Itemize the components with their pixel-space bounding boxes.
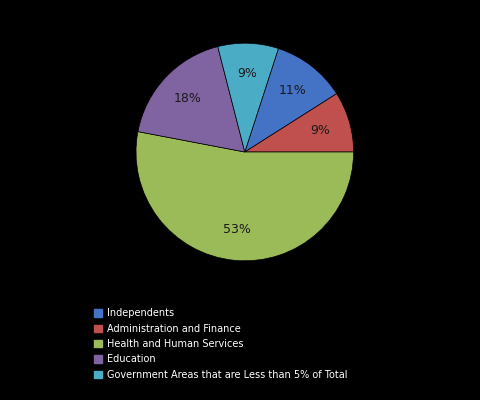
Text: 9%: 9% [237,67,257,80]
Wedge shape [136,132,354,261]
Text: 53%: 53% [224,224,252,236]
Text: 9%: 9% [310,124,330,137]
Text: 11%: 11% [279,84,307,97]
Legend: Independents, Administration and Finance, Health and Human Services, Education, : Independents, Administration and Finance… [91,305,350,383]
Wedge shape [245,94,354,152]
Wedge shape [138,47,245,152]
Wedge shape [218,43,278,152]
Text: 18%: 18% [174,92,202,105]
Wedge shape [245,48,336,152]
